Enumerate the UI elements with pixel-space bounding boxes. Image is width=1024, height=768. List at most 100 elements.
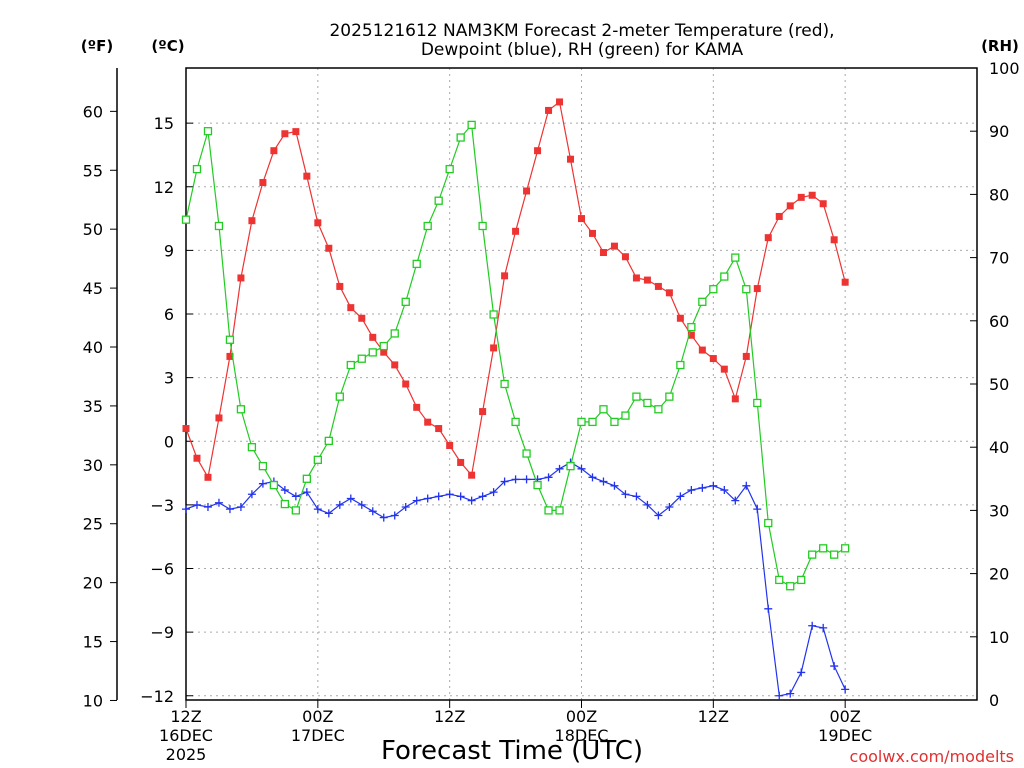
temperature-point (534, 147, 542, 155)
temperature-point (182, 425, 190, 433)
temperature-point (753, 285, 761, 293)
dewpoint-point (456, 492, 465, 501)
temperature-point (193, 454, 201, 462)
relative-humidity-point (698, 297, 707, 306)
temperature-point (808, 191, 816, 199)
dewpoint-point (599, 477, 608, 486)
dewpoint-point (412, 496, 421, 505)
dewpoint-point (500, 477, 509, 486)
temperature-point (643, 276, 651, 284)
dewpoint-point (665, 503, 674, 512)
relative-humidity-point (764, 518, 773, 528)
relative-humidity-point (390, 329, 399, 338)
relative-humidity-point (478, 221, 487, 231)
relative-humidity-point (346, 360, 355, 370)
dewpoint-point (192, 500, 201, 509)
relative-humidity-point (291, 506, 301, 515)
dewpoint-point (731, 496, 740, 505)
fahrenheit-tick-label: 30 (83, 456, 103, 475)
plot-frame (185, 67, 978, 701)
dewpoint-point (841, 685, 850, 694)
dewpoint-point (555, 464, 564, 473)
relative-humidity-point (236, 405, 246, 414)
dewpoint-point (753, 505, 762, 514)
fahrenheit-tick-label: 40 (83, 338, 103, 357)
relative-humidity-point (214, 221, 224, 231)
celsius-tick-label: 9 (164, 241, 174, 260)
celsius-unit-label: (ºC) (151, 37, 184, 55)
relative-humidity-point (434, 196, 443, 205)
relative-humidity-point (280, 499, 290, 509)
temperature-point (819, 200, 827, 208)
dewpoint-point (467, 496, 476, 505)
dewpoint-point (742, 481, 751, 490)
x-date-label: 19DEC (818, 726, 872, 745)
dewpoint-point (324, 509, 333, 518)
temperature-point (720, 365, 728, 373)
temperature-point (786, 202, 794, 210)
rh-tick-label: 0 (989, 691, 999, 710)
dewpoint-point (654, 511, 663, 520)
dewpoint-point (214, 498, 223, 507)
rh-tick-label: 60 (989, 312, 1009, 331)
dewpoint-point (313, 505, 322, 514)
temperature-point (523, 187, 531, 195)
rh-tick-label: 70 (989, 249, 1009, 268)
relative-humidity-point (203, 127, 213, 136)
dewpoint-point (610, 481, 619, 490)
temperature-point (578, 215, 585, 223)
dewpoint-point (797, 668, 806, 677)
dewpoint-point (401, 503, 410, 512)
temperature-point (435, 425, 443, 433)
dewpoint-point (698, 483, 707, 492)
temperature-point (676, 314, 684, 322)
relative-humidity-point (687, 322, 696, 332)
fahrenheit-tick-label: 15 (83, 633, 103, 652)
dewpoint-point (182, 505, 190, 514)
relative-humidity-point (665, 392, 674, 401)
celsius-tick-label: −12 (140, 687, 174, 706)
relative-humidity-point (577, 417, 586, 427)
relative-humidity-point (775, 575, 784, 585)
dewpoint-point (632, 492, 641, 501)
relative-humidity-point (511, 417, 520, 427)
dewpoint-point (775, 691, 784, 700)
temperature-point (742, 352, 750, 360)
chart-title-line-2: Dewpoint (blue), RH (green) for KAMA (421, 40, 744, 60)
x-tick-label: 12Z (170, 707, 201, 726)
temperature-point (303, 172, 311, 180)
temperature-point (654, 282, 662, 290)
rh-tick-label: 90 (989, 122, 1009, 141)
relative-humidity-point (709, 285, 718, 294)
temperature-point (270, 147, 278, 155)
dewpoint-point (577, 464, 586, 473)
dewpoint-point (434, 492, 443, 501)
x-date-label: 16DEC (159, 726, 213, 745)
temperature-point (402, 380, 410, 388)
credit-text: coolwx.com/modelts (850, 747, 1014, 766)
temperature-point (687, 331, 695, 339)
relative-humidity-point (456, 133, 465, 142)
relative-humidity-point (247, 443, 257, 452)
dewpoint-point (335, 500, 344, 509)
dewpoint-point (489, 488, 498, 497)
relative-humidity-point (467, 120, 476, 130)
relative-humidity-point (423, 221, 432, 231)
dewpoint-point (225, 505, 234, 514)
celsius-tick-label: 0 (164, 432, 174, 451)
fahrenheit-tick-label: 10 (83, 691, 103, 710)
dewpoint-point (236, 503, 245, 512)
chart-title-line-1: 2025121612 NAM3KM Forecast 2-meter Tempe… (329, 21, 834, 41)
dewpoint-point (621, 490, 630, 499)
dewpoint-point (390, 511, 399, 520)
relative-humidity-point (401, 297, 410, 306)
relative-humidity-point (555, 506, 564, 515)
celsius-tick-label: −9 (150, 623, 174, 642)
temperature-point (369, 333, 377, 341)
dewpoint-point (544, 473, 553, 482)
temperature-point (325, 244, 333, 252)
relative-humidity-point (643, 398, 652, 408)
relative-humidity-point (742, 285, 751, 294)
celsius-tick-label: 12 (154, 178, 174, 197)
